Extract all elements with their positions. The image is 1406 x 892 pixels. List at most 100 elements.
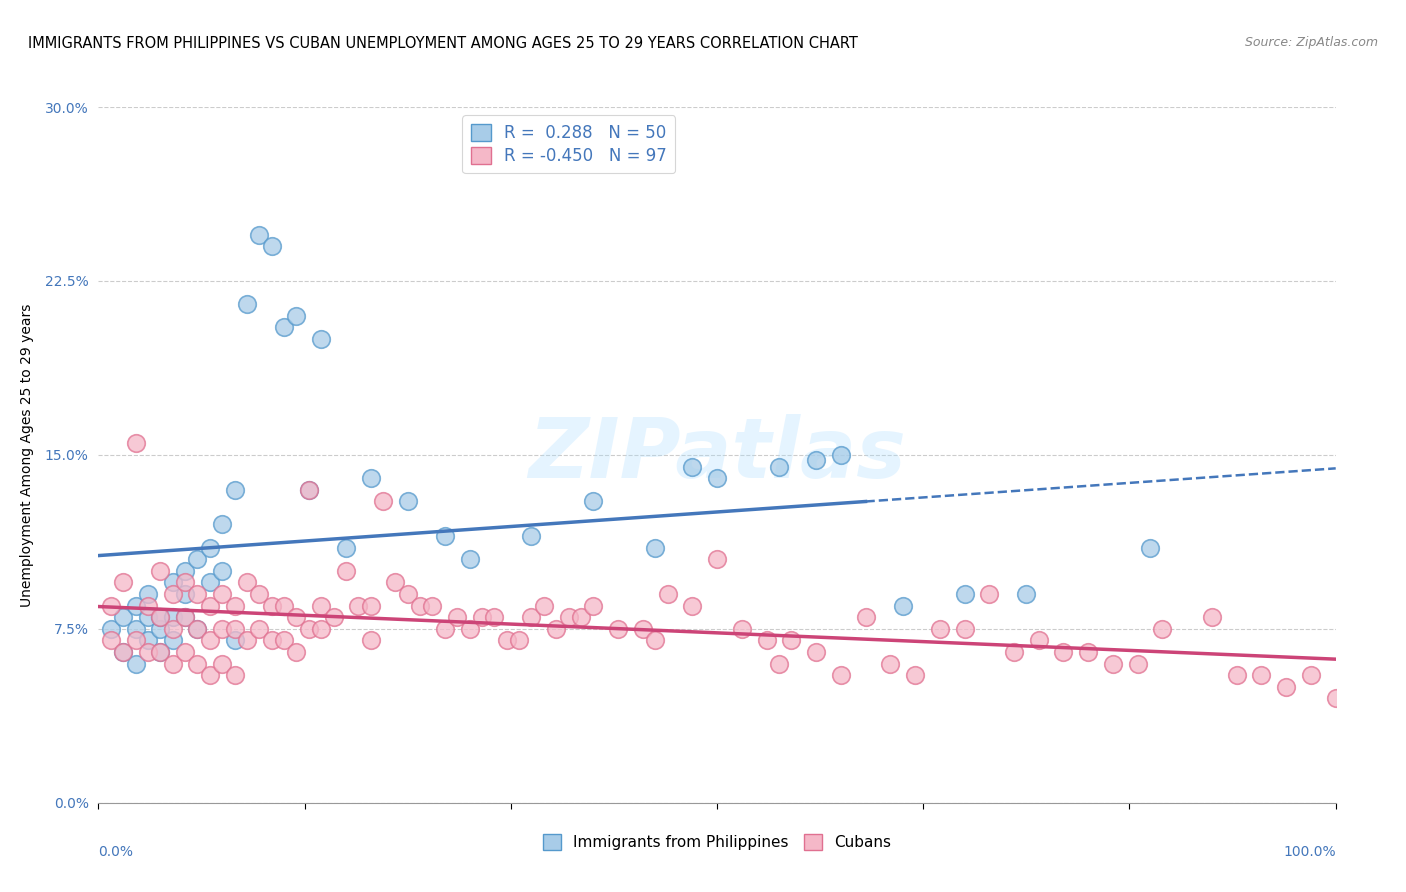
Point (520, 610, 543, 624)
Point (124, 622, 146, 636)
Point (124, 633, 146, 648)
Legend: Immigrants from Philippines, Cubans: Immigrants from Philippines, Cubans (534, 827, 900, 858)
Point (360, 471, 382, 485)
Point (162, 657, 184, 671)
Point (247, 227, 270, 242)
Point (768, 657, 790, 671)
Point (755, 633, 778, 648)
Point (186, 657, 208, 671)
Point (224, 483, 246, 497)
Point (309, 599, 332, 613)
Point (928, 622, 950, 636)
Point (136, 587, 159, 601)
Point (124, 657, 146, 671)
Point (484, 610, 506, 624)
Point (1324, 691, 1347, 706)
Point (174, 575, 197, 590)
Point (162, 633, 184, 648)
Point (979, 587, 1001, 601)
Point (706, 471, 728, 485)
Point (681, 459, 703, 474)
Point (1275, 680, 1298, 694)
Point (360, 633, 382, 648)
Point (1052, 645, 1074, 659)
Point (124, 436, 146, 450)
Y-axis label: Unemployment Among Ages 25 to 29 years: Unemployment Among Ages 25 to 29 years (20, 303, 34, 607)
Point (211, 564, 233, 578)
Point (309, 332, 332, 346)
Point (446, 610, 468, 624)
Point (236, 575, 259, 590)
Text: Source: ZipAtlas.com: Source: ZipAtlas.com (1244, 36, 1378, 49)
Point (211, 622, 233, 636)
Point (396, 494, 419, 508)
Point (644, 633, 666, 648)
Point (360, 599, 382, 613)
Text: 100.0%: 100.0% (1284, 845, 1336, 858)
Point (211, 657, 233, 671)
Point (136, 599, 159, 613)
Point (409, 599, 432, 613)
Point (458, 552, 481, 566)
Point (953, 622, 976, 636)
Point (100, 633, 122, 648)
Point (904, 668, 927, 682)
Point (631, 622, 654, 636)
Point (198, 541, 221, 555)
Point (557, 610, 579, 624)
Point (298, 622, 321, 636)
Point (298, 483, 321, 497)
Point (100, 622, 122, 636)
Point (1152, 622, 1174, 636)
Point (236, 297, 259, 311)
Point (224, 633, 246, 648)
Point (224, 668, 246, 682)
Point (569, 610, 592, 624)
Point (162, 610, 184, 624)
Point (780, 633, 803, 648)
Point (309, 622, 332, 636)
Point (1126, 657, 1149, 671)
Point (422, 599, 444, 613)
Point (1139, 541, 1161, 555)
Point (768, 459, 790, 474)
Point (520, 529, 543, 543)
Point (533, 599, 555, 613)
Point (1201, 610, 1223, 624)
Point (855, 610, 877, 624)
Text: IMMIGRANTS FROM PHILIPPINES VS CUBAN UNEMPLOYMENT AMONG AGES 25 TO 29 YEARS CORR: IMMIGRANTS FROM PHILIPPINES VS CUBAN UNE… (28, 36, 858, 51)
Point (1002, 645, 1025, 659)
Point (347, 599, 370, 613)
Point (186, 622, 208, 636)
Point (285, 309, 308, 323)
Point (1028, 633, 1050, 648)
Point (804, 452, 827, 467)
Point (100, 599, 122, 613)
Point (198, 599, 221, 613)
Point (162, 575, 184, 590)
Point (247, 622, 270, 636)
Point (162, 587, 184, 601)
Point (186, 587, 208, 601)
Point (174, 610, 197, 624)
Point (224, 622, 246, 636)
Point (495, 633, 517, 648)
Point (211, 587, 233, 601)
Point (335, 541, 357, 555)
Point (953, 587, 976, 601)
Point (198, 633, 221, 648)
Point (644, 541, 666, 555)
Point (322, 610, 344, 624)
Point (471, 610, 494, 624)
Point (879, 657, 901, 671)
Point (112, 610, 135, 624)
Point (136, 610, 159, 624)
Point (149, 610, 172, 624)
Point (1250, 668, 1272, 682)
Point (260, 599, 283, 613)
Point (681, 599, 703, 613)
Point (433, 622, 456, 636)
Point (1226, 668, 1249, 682)
Point (458, 622, 481, 636)
Point (124, 599, 146, 613)
